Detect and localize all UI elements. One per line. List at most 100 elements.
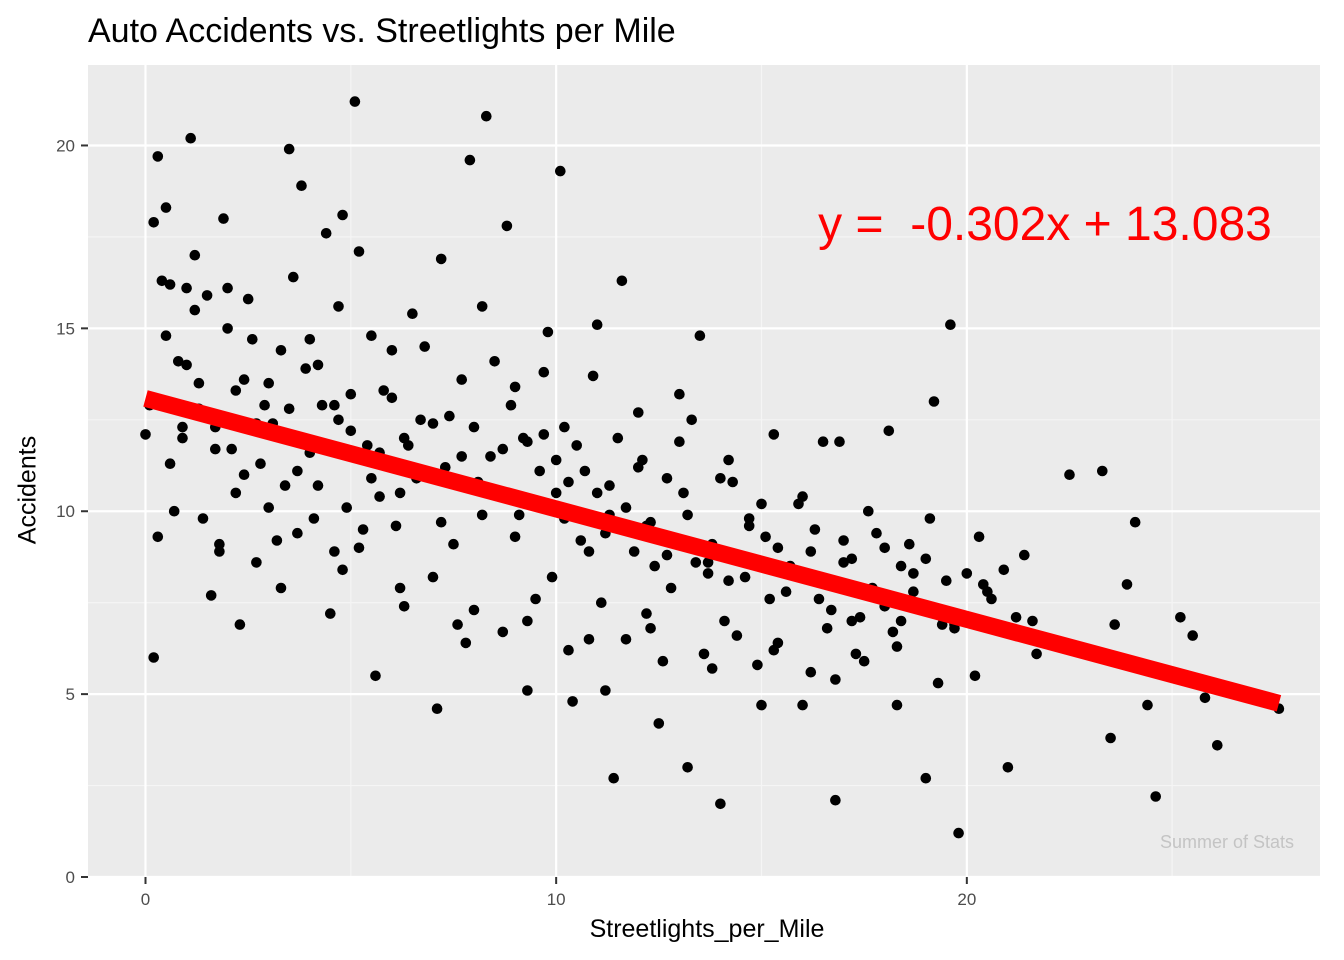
data-point xyxy=(579,465,591,477)
data-point xyxy=(205,590,217,601)
data-point xyxy=(904,538,915,550)
data-point xyxy=(222,282,233,294)
data-point xyxy=(481,110,492,122)
data-point xyxy=(542,326,554,338)
data-point xyxy=(263,502,275,513)
data-point xyxy=(366,330,377,342)
data-point xyxy=(460,637,472,649)
data-point xyxy=(633,462,644,473)
data-point xyxy=(908,586,919,597)
data-point xyxy=(140,429,151,440)
data-point xyxy=(435,253,447,265)
x-tick-label: 0 xyxy=(141,890,150,909)
data-point xyxy=(1109,619,1120,630)
y-tick-label: 15 xyxy=(56,319,75,338)
data-point xyxy=(452,619,463,630)
data-point xyxy=(403,440,414,451)
data-point xyxy=(567,696,578,707)
data-point xyxy=(550,487,562,499)
data-point xyxy=(210,443,221,455)
data-point xyxy=(316,399,328,411)
data-point xyxy=(546,571,558,583)
data-point xyxy=(366,473,377,484)
data-point xyxy=(201,290,213,301)
data-point xyxy=(1175,612,1186,623)
data-point xyxy=(768,644,780,656)
data-point xyxy=(390,520,402,532)
data-point xyxy=(230,385,242,396)
data-point xyxy=(292,465,303,477)
data-point xyxy=(550,454,562,466)
data-point xyxy=(288,271,299,283)
data-point xyxy=(1064,469,1075,481)
data-point xyxy=(308,513,320,524)
data-point xyxy=(325,608,336,619)
data-point xyxy=(509,531,521,543)
data-point xyxy=(160,202,172,213)
data-point xyxy=(263,377,275,389)
data-point xyxy=(715,798,726,810)
minor-gridlines xyxy=(88,65,1320,877)
data-point xyxy=(559,421,570,433)
data-point xyxy=(978,579,989,590)
data-point xyxy=(719,615,730,627)
data-point xyxy=(275,345,287,356)
data-point xyxy=(497,626,509,638)
data-point xyxy=(320,228,332,239)
data-point xyxy=(152,151,164,162)
data-point xyxy=(185,132,196,144)
data-point xyxy=(1027,615,1038,627)
data-point xyxy=(961,568,973,579)
data-point xyxy=(596,597,607,608)
data-point xyxy=(279,480,291,491)
data-point xyxy=(448,538,459,550)
data-point xyxy=(628,546,640,557)
data-point xyxy=(476,301,488,312)
data-point xyxy=(1121,579,1133,590)
data-point xyxy=(854,612,866,623)
data-point xyxy=(1019,549,1030,561)
data-point xyxy=(398,601,410,612)
data-point xyxy=(349,96,361,107)
data-point xyxy=(489,356,500,367)
data-point xyxy=(362,440,373,451)
data-point xyxy=(891,641,903,652)
data-point xyxy=(189,249,201,261)
data-point xyxy=(838,535,849,546)
data-point xyxy=(197,513,209,524)
data-point xyxy=(850,648,862,660)
data-point xyxy=(743,520,755,532)
data-point xyxy=(345,425,357,437)
data-point xyxy=(386,345,398,356)
data-point xyxy=(394,582,406,594)
data-point xyxy=(583,634,595,645)
data-point xyxy=(337,209,348,221)
data-point xyxy=(702,568,714,579)
data-point xyxy=(797,699,808,711)
data-point xyxy=(259,399,270,411)
data-point xyxy=(1031,648,1042,660)
data-point xyxy=(768,429,780,440)
data-point xyxy=(427,418,439,429)
data-point xyxy=(522,685,533,696)
data-point xyxy=(427,571,439,583)
data-point xyxy=(1097,465,1108,477)
data-point xyxy=(353,246,365,257)
data-point xyxy=(148,217,159,228)
data-point xyxy=(702,557,714,568)
x-axis: 0 10 20 xyxy=(141,877,976,909)
data-point xyxy=(374,491,385,502)
data-point xyxy=(296,180,307,191)
data-point xyxy=(690,557,702,568)
major-gridlines xyxy=(88,65,1320,879)
y-axis-label-container: Accidents xyxy=(8,436,48,544)
data-point xyxy=(891,699,903,711)
data-point xyxy=(226,443,237,455)
data-point xyxy=(407,308,418,320)
data-point xyxy=(826,604,837,616)
data-point xyxy=(805,546,817,557)
data-point xyxy=(555,165,566,177)
data-point xyxy=(1212,740,1223,751)
data-point xyxy=(238,374,250,385)
